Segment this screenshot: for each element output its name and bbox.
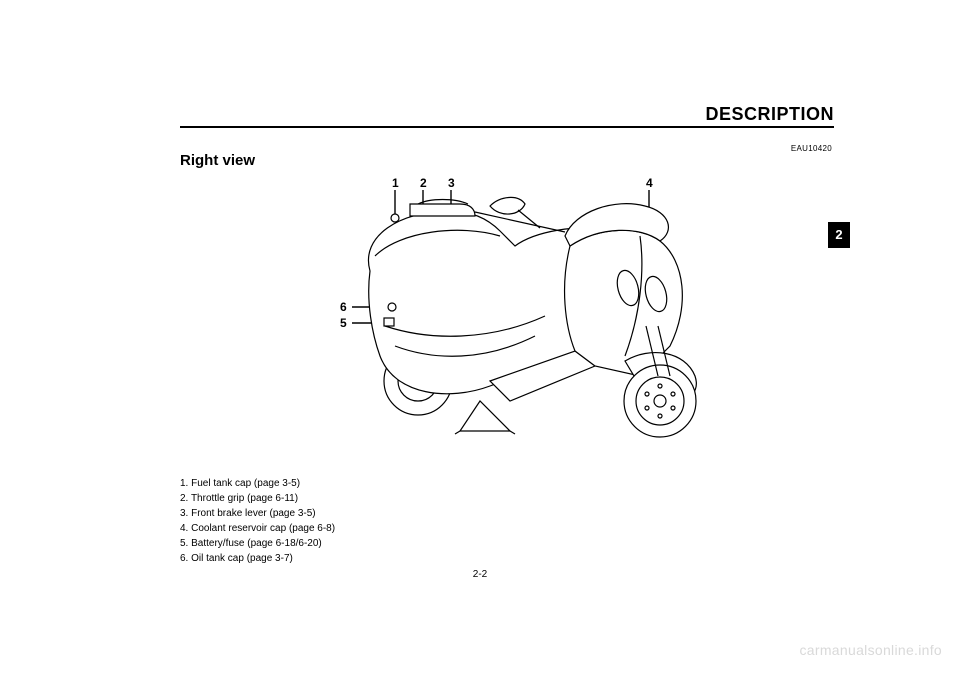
callout-2: 2: [420, 176, 427, 190]
document-code: EAU10420: [791, 144, 832, 153]
callout-4: 4: [646, 176, 653, 190]
header-rule: [180, 126, 834, 128]
callout-1: 1: [392, 176, 399, 190]
chapter-tab: 2: [828, 222, 850, 248]
callout-6: 6: [340, 300, 347, 314]
parts-legend: 1. Fuel tank cap (page 3-5) 2. Throttle …: [180, 476, 335, 566]
page-header-title: DESCRIPTION: [705, 104, 834, 125]
figure-right-view: 1 2 3 4 6 5: [340, 176, 740, 446]
manual-page: DESCRIPTION EAU10420 Right view 2 1 2 3 …: [0, 0, 960, 678]
scooter-illustration: [340, 176, 740, 446]
legend-item-2: 2. Throttle grip (page 6-11): [180, 491, 335, 506]
callout-5: 5: [340, 316, 347, 330]
legend-item-3: 3. Front brake lever (page 3-5): [180, 506, 335, 521]
watermark: carmanualsonline.info: [800, 642, 943, 658]
page-number: 2-2: [0, 569, 960, 580]
legend-item-5: 5. Battery/fuse (page 6-18/6-20): [180, 536, 335, 551]
legend-item-6: 6. Oil tank cap (page 3-7): [180, 551, 335, 566]
callout-3: 3: [448, 176, 455, 190]
legend-item-4: 4. Coolant reservoir cap (page 6-8): [180, 521, 335, 536]
section-title: Right view: [180, 152, 255, 169]
legend-item-1: 1. Fuel tank cap (page 3-5): [180, 476, 335, 491]
